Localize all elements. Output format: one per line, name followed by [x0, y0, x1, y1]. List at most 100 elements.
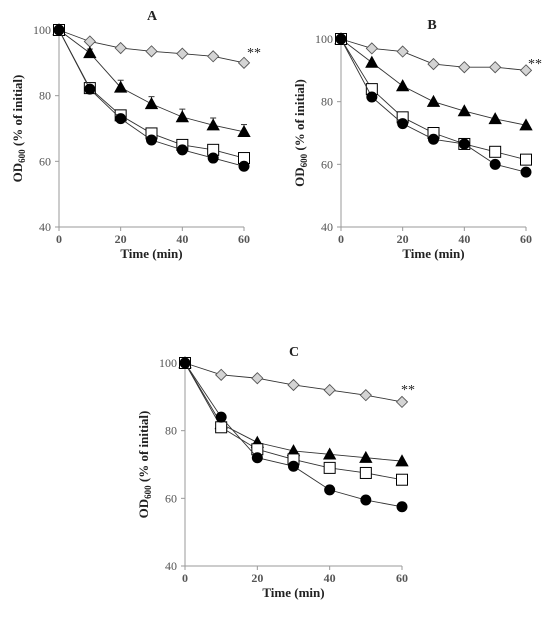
marker-circle-p2-s3-pt2: [251, 452, 263, 464]
x-tick-label: 20: [397, 232, 409, 246]
y-axis-title-main: OD: [10, 163, 25, 183]
marker-diamond-p2-s0-pt1: [215, 368, 228, 381]
y-tick-label: 100: [315, 32, 333, 46]
y-tick-label: 40: [165, 559, 177, 573]
y-axis-title: OD600 (% of initial): [136, 411, 153, 519]
panel-letter: B: [427, 18, 436, 33]
marker-triangle-p1-s1-pt1: [365, 55, 379, 68]
x-axis-title: Time (min): [402, 246, 464, 261]
y-tick-label: 60: [321, 157, 333, 171]
y-axis-title-main: OD: [292, 167, 307, 187]
marker-circle-p0-s3-pt2: [115, 113, 127, 125]
x-tick-label: 40: [176, 232, 188, 246]
marker-triangle-p1-s1-pt2: [395, 79, 410, 92]
marker-triangle-p2-s1-pt4: [322, 447, 337, 460]
marker-diamond-p0-s0-pt2: [114, 41, 127, 55]
y-axis-title-subscript: 600: [17, 149, 27, 163]
marker-circle-p2-s3-pt1: [215, 411, 227, 423]
marker-circle-p0-s3-pt4: [176, 144, 188, 156]
y-axis-title-rest: (% of initial): [136, 411, 151, 486]
marker-diamond-p0-s0-pt6: [237, 56, 251, 69]
significance-annotation: **: [247, 46, 261, 61]
marker-circle-p1-s3-pt0: [335, 33, 347, 45]
marker-diamond-p0-s0-pt5: [207, 50, 220, 63]
marker-circle-p2-s3-pt0: [179, 357, 191, 369]
marker-circle-p1-s3-pt2: [397, 118, 409, 130]
marker-circle-p0-s3-pt6: [238, 160, 250, 172]
marker-diamond-p1-s0-pt1: [365, 42, 378, 55]
marker-circle-p1-s3-pt4: [458, 138, 470, 150]
x-tick-label: 0: [56, 232, 62, 246]
marker-triangle-p0-s1-pt6: [237, 124, 251, 137]
x-tick-label: 60: [520, 232, 532, 246]
marker-diamond-p2-s0-pt4: [323, 383, 336, 397]
marker-diamond-p2-s0-pt6: [395, 395, 409, 409]
y-tick-label: 100: [33, 23, 51, 37]
y-axis-title-subscript: 600: [299, 153, 309, 167]
marker-diamond-p2-s0-pt5: [359, 389, 372, 402]
y-axis-title-main: OD: [136, 499, 151, 519]
y-tick-label: 80: [321, 95, 333, 109]
marker-square-p1-s2-pt6: [520, 153, 532, 166]
x-tick-label: 40: [458, 232, 470, 246]
marker-diamond-p2-s0-pt3: [287, 378, 300, 392]
x-axis-title: Time (min): [120, 246, 182, 261]
panel-letter: C: [289, 345, 299, 360]
marker-triangle-p1-s1-pt5: [488, 112, 502, 125]
y-axis-title: OD600 (% of initial): [292, 79, 309, 187]
y-tick-label: 40: [39, 220, 51, 234]
marker-diamond-p0-s0-pt1: [83, 35, 96, 48]
significance-annotation: **: [401, 383, 415, 398]
marker-circle-p2-s3-pt3: [288, 460, 299, 472]
marker-diamond-p1-s0-pt6: [519, 64, 533, 77]
marker-triangle-p2-s1-pt6: [395, 454, 409, 467]
marker-diamond-p1-s0-pt3: [427, 57, 440, 71]
marker-diamond-p1-s0-pt4: [458, 61, 471, 74]
marker-diamond-p0-s0-pt4: [176, 47, 189, 60]
marker-square-p2-s2-pt6: [396, 473, 408, 486]
marker-circle-p1-s3-pt6: [520, 166, 532, 178]
marker-diamond-p0-s0-pt3: [145, 45, 158, 58]
y-axis-title: OD600 (% of initial): [10, 75, 27, 183]
marker-square-p2-s2-pt4: [323, 461, 336, 474]
marker-square-p2-s2-pt1: [215, 421, 228, 434]
marker-diamond-p1-s0-pt5: [489, 61, 502, 74]
x-tick-label: 20: [115, 232, 127, 246]
marker-triangle-p1-s1-pt6: [519, 118, 533, 131]
marker-circle-p0-s3-pt3: [146, 134, 157, 146]
y-tick-label: 80: [39, 89, 51, 103]
marker-triangle-p1-s1-pt3: [426, 94, 441, 107]
y-axis-title-subscript: 600: [143, 485, 153, 499]
marker-circle-p0-s3-pt1: [84, 83, 96, 95]
marker-triangle-p0-s1-pt3: [144, 97, 159, 110]
x-tick-label: 0: [182, 571, 188, 585]
marker-square-p2-s2-pt5: [359, 466, 372, 479]
y-tick-label: 80: [165, 424, 177, 438]
marker-circle-p0-s3-pt0: [53, 24, 65, 36]
y-tick-label: 60: [39, 154, 51, 168]
y-tick-label: 60: [165, 491, 177, 505]
x-tick-label: 60: [396, 571, 408, 585]
x-axis-title: Time (min): [262, 585, 324, 600]
x-tick-label: 20: [251, 571, 263, 585]
marker-diamond-p2-s0-pt2: [251, 372, 264, 385]
marker-circle-p2-s3-pt6: [396, 501, 408, 513]
series-line-triangle: [340, 38, 527, 126]
marker-circle-p1-s3-pt5: [489, 158, 501, 170]
panel-b: 40 60 80 100 0 20 40 60 Time (min) OD600 (% of in…: [292, 18, 542, 261]
y-tick-label: 100: [159, 356, 177, 370]
marker-triangle-p0-s1-pt4: [175, 110, 190, 123]
panel-c: 40 60 80 100 0 20 40 60 Time (min) OD600 (% of in…: [136, 345, 415, 600]
marker-circle-p2-s3-pt5: [360, 494, 372, 506]
x-tick-label: 0: [338, 232, 344, 246]
panel-letter: A: [147, 9, 158, 24]
marker-triangle-p0-s1-pt5: [206, 118, 220, 131]
x-tick-label: 40: [324, 571, 336, 585]
marker-circle-p1-s3-pt3: [428, 133, 439, 145]
marker-diamond-p1-s0-pt2: [396, 45, 409, 58]
marker-circle-p2-s3-pt4: [324, 484, 336, 496]
marker-triangle-p0-s1-pt2: [113, 80, 128, 93]
y-axis-title-rest: (% of initial): [292, 79, 307, 154]
significance-annotation: **: [528, 57, 542, 72]
